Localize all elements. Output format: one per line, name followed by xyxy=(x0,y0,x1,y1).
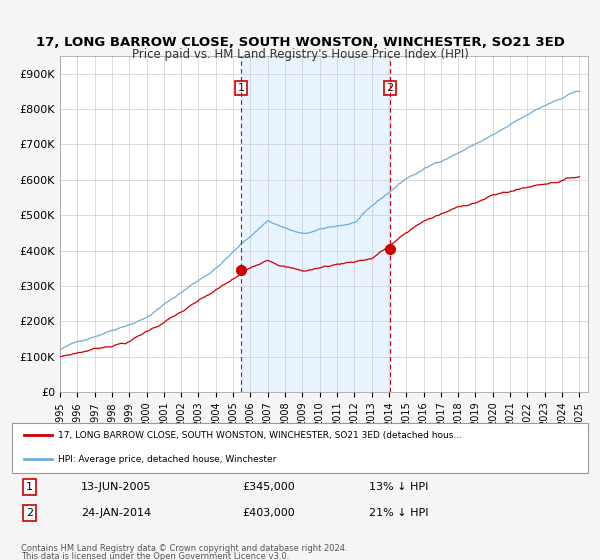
Text: 13-JUN-2005: 13-JUN-2005 xyxy=(81,482,152,492)
Text: This data is licensed under the Open Government Licence v3.0.: This data is licensed under the Open Gov… xyxy=(21,552,289,560)
Text: 24-JAN-2014: 24-JAN-2014 xyxy=(81,508,151,518)
FancyBboxPatch shape xyxy=(12,423,588,473)
Text: 1: 1 xyxy=(26,482,33,492)
Text: 17, LONG BARROW CLOSE, SOUTH WONSTON, WINCHESTER, SO21 3ED: 17, LONG BARROW CLOSE, SOUTH WONSTON, WI… xyxy=(35,36,565,49)
Text: HPI: Average price, detached house, Winchester: HPI: Average price, detached house, Winc… xyxy=(58,455,277,464)
Text: 1: 1 xyxy=(238,83,244,93)
Text: Contains HM Land Registry data © Crown copyright and database right 2024.: Contains HM Land Registry data © Crown c… xyxy=(21,544,347,553)
Text: 2: 2 xyxy=(386,83,394,93)
Text: Price paid vs. HM Land Registry's House Price Index (HPI): Price paid vs. HM Land Registry's House … xyxy=(131,48,469,60)
Text: 17, LONG BARROW CLOSE, SOUTH WONSTON, WINCHESTER, SO21 3ED (detached hous…: 17, LONG BARROW CLOSE, SOUTH WONSTON, WI… xyxy=(58,431,463,440)
Text: 2: 2 xyxy=(26,508,33,518)
Text: 21% ↓ HPI: 21% ↓ HPI xyxy=(369,508,428,518)
Bar xyxy=(241,56,390,392)
Text: £403,000: £403,000 xyxy=(242,508,295,518)
Text: 13% ↓ HPI: 13% ↓ HPI xyxy=(369,482,428,492)
Text: £345,000: £345,000 xyxy=(242,482,295,492)
